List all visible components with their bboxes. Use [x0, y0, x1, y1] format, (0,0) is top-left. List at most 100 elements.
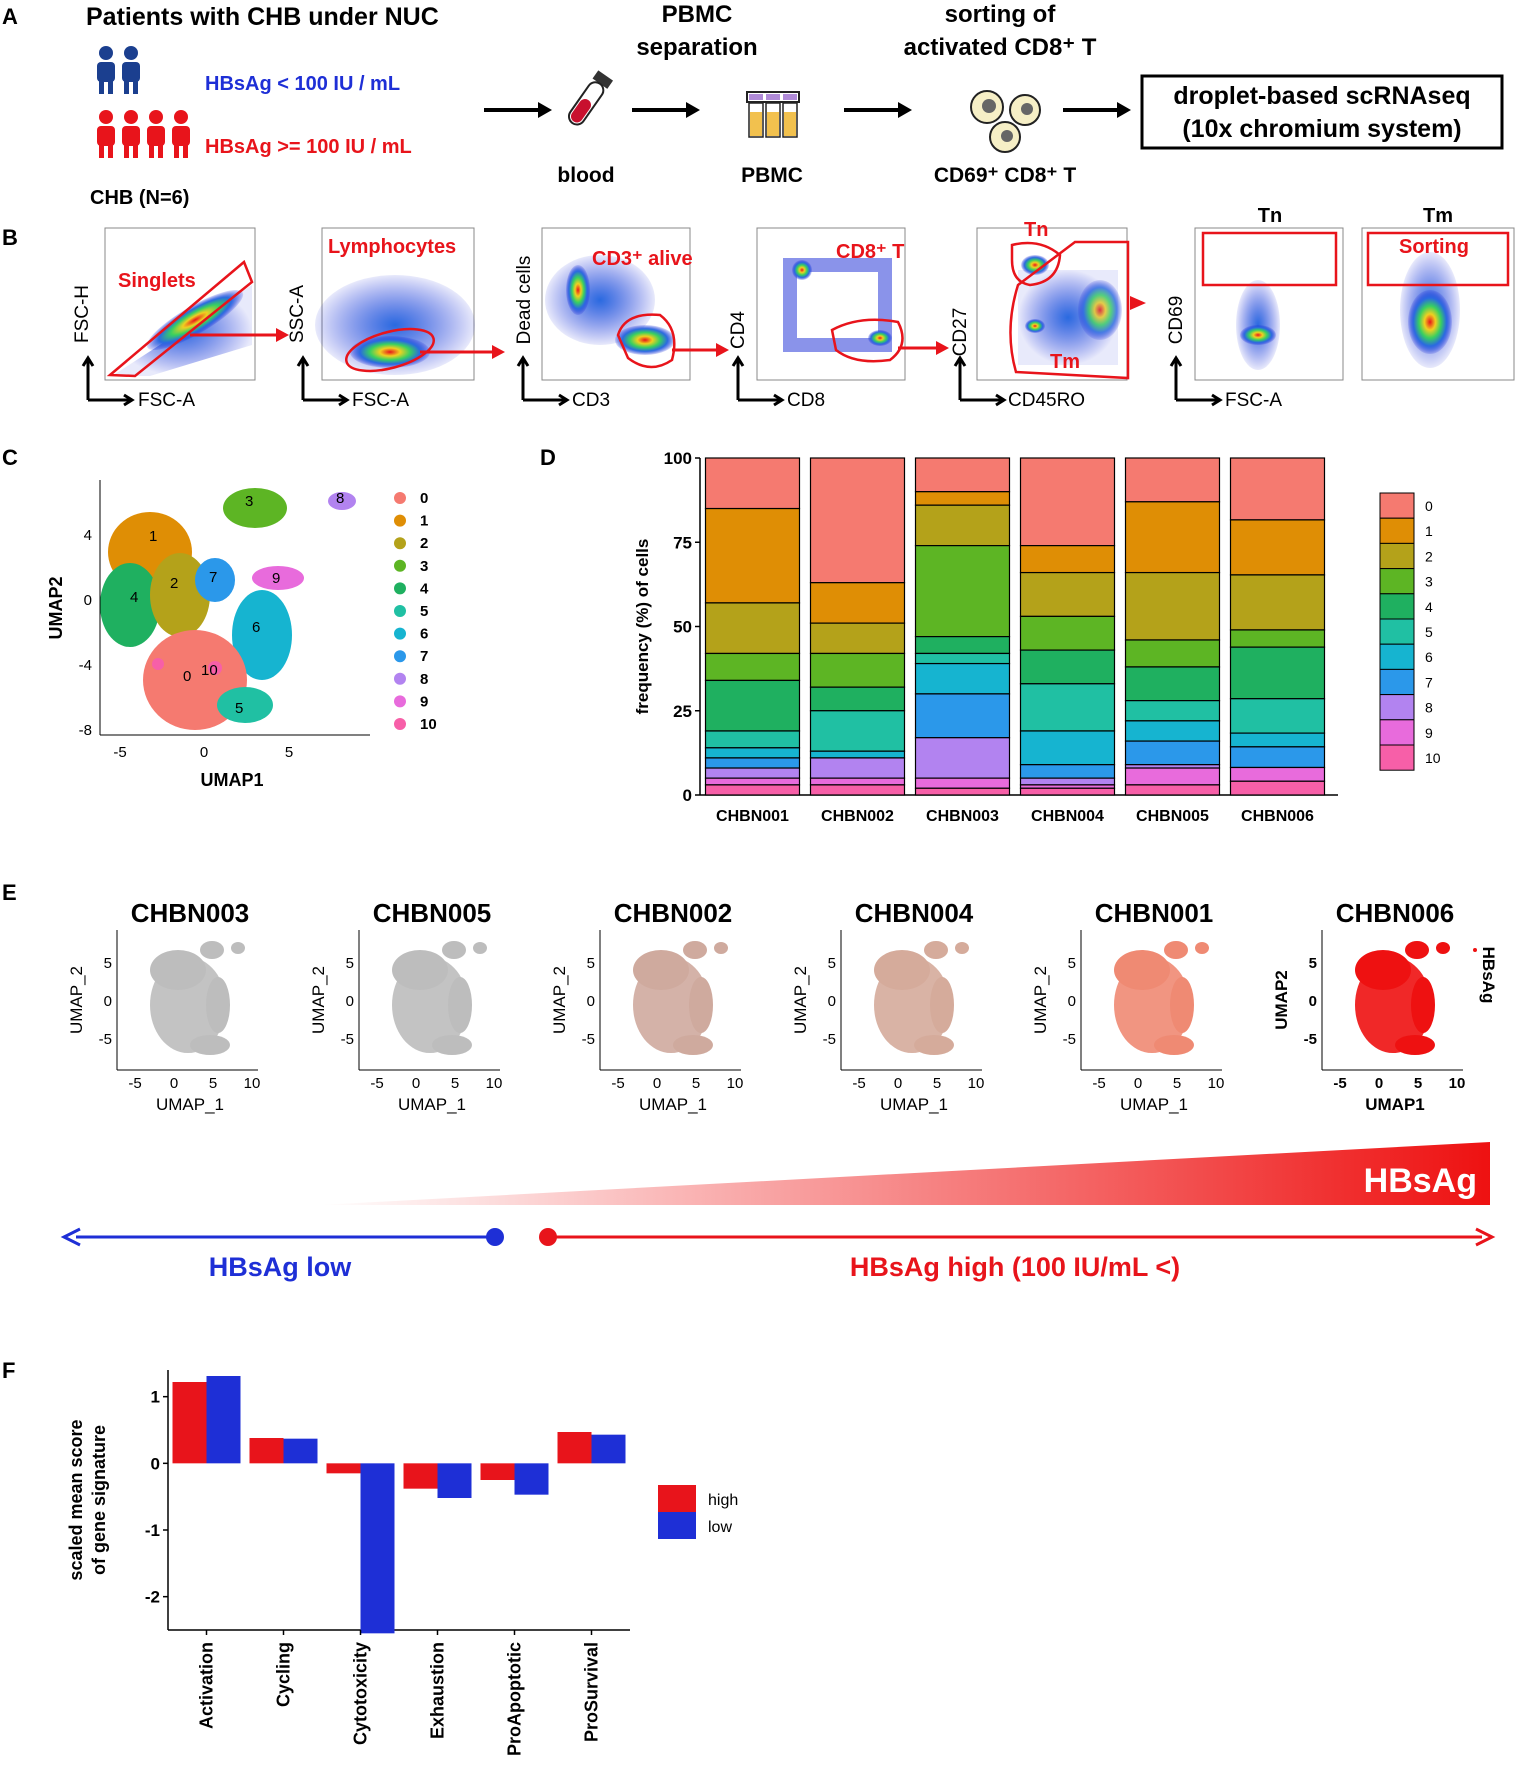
tm-title: Tm	[1423, 205, 1453, 227]
e-xtick-10: 10	[244, 1075, 261, 1092]
d-ytick-25: 25	[673, 702, 692, 721]
d-bar-CHBN004-8	[1019, 777, 1116, 786]
d-legend-label-9: 9	[1425, 725, 1433, 741]
e-ytick-5: 5	[828, 955, 836, 972]
panel-letter-b: B	[2, 225, 18, 250]
e-xtick-10: 10	[968, 1075, 985, 1092]
e-ytick-5: 5	[587, 955, 595, 972]
umap-legend-label-4: 4	[420, 580, 429, 597]
f-xtick-ProApoptotic: ProApoptotic	[505, 1642, 525, 1756]
d-legend-swatch-9	[1379, 719, 1415, 746]
high-label: HBsAg >= 100 IU / mL	[205, 136, 412, 158]
d-legend-label-6: 6	[1425, 649, 1433, 665]
panel-f: F 1 0 -1 -2 scaled mean score of gene signatu…	[2, 1358, 738, 1756]
e-blob-c5	[914, 1035, 954, 1055]
d-bar-CHBN004-7	[1019, 764, 1116, 779]
flow-plot-cd3: CD3⁺ alive	[541, 227, 729, 381]
e-blob-c5	[190, 1035, 230, 1055]
d-bar-CHBN001-5	[704, 730, 801, 749]
d-legend-label-3: 3	[1425, 574, 1433, 590]
d-bar-CHBN004-1	[1019, 545, 1116, 574]
blood-tube-icon	[567, 70, 614, 126]
d-bar-CHBN006-4	[1229, 646, 1326, 700]
e-blob-c8	[473, 942, 487, 954]
umap-legend-label-6: 6	[420, 626, 428, 643]
d-bar-CHBN005-3	[1124, 639, 1221, 668]
e-xlabel: UMAP_1	[156, 1095, 224, 1114]
d-bar-CHBN003-6	[914, 662, 1011, 695]
axis-6: CD69 FSC-A	[1166, 296, 1282, 411]
e-blob-top	[874, 950, 930, 990]
f-bar-Exhaustion-low	[437, 1463, 472, 1498]
f-bar-Cytotoxicity-high	[326, 1463, 361, 1474]
d-bar-CHBN002-0	[809, 457, 906, 584]
flow-plot-cd45ro: Tn Tm	[976, 219, 1146, 381]
d-bar-CHBN001-1	[704, 507, 801, 604]
d-bar-CHBN005-5	[1124, 700, 1221, 722]
f-xtick-ProSurvival: ProSurvival	[582, 1642, 602, 1742]
d-ytick-0: 0	[683, 786, 692, 805]
e-blob-c8	[1195, 942, 1209, 954]
d-legend-label-7: 7	[1425, 674, 1433, 690]
d-xtick-CHBN002: CHBN002	[821, 808, 894, 825]
scrnaseq-box	[1140, 74, 1504, 150]
d-bar-CHBN003-3	[914, 545, 1011, 638]
d-bar-CHBN002-3	[809, 652, 906, 688]
f-bar-Activation-high	[172, 1382, 207, 1464]
f-bar-Cycling-low	[283, 1438, 318, 1464]
e-xtick-5: 5	[209, 1075, 217, 1092]
e-xtick-5: 5	[1173, 1075, 1181, 1092]
high-arrow-head	[1475, 1227, 1496, 1247]
d-ytick-50: 50	[673, 618, 692, 637]
umap-label-9: 9	[272, 570, 280, 587]
e-xtick-0: 0	[653, 1075, 661, 1092]
d-bar-CHBN006-2	[1229, 574, 1326, 631]
d-legend-swatch-3	[1379, 568, 1415, 595]
gate-tn: Tn	[1024, 219, 1048, 241]
umap-legend-label-0: 0	[420, 490, 428, 507]
e-xtick--5: -5	[852, 1075, 865, 1092]
chb-label: CHB (N=6)	[90, 187, 189, 209]
f-ylabel-2: of gene signature	[89, 1425, 109, 1575]
d-legend-swatch-5	[1379, 618, 1415, 645]
umap-legend-label-3: 3	[420, 558, 428, 575]
umap-label-10: 10	[201, 662, 218, 679]
panel-letter-e: E	[2, 880, 17, 905]
d-bar-CHBN004-5	[1019, 683, 1116, 732]
e-title-CHBN004: CHBN004	[855, 898, 974, 928]
d-bar-CHBN006-9	[1229, 766, 1326, 782]
e-blob-top	[633, 950, 689, 990]
d-legend-label-5: 5	[1425, 624, 1433, 640]
e-xtick--5: -5	[1333, 1075, 1346, 1092]
umap-ytick-0: 0	[84, 592, 92, 609]
umap-legend-label-5: 5	[420, 603, 428, 620]
umap-label-5: 5	[235, 700, 243, 717]
e-blob-c8	[714, 942, 728, 954]
d-bar-CHBN002-8	[809, 757, 906, 779]
d-bar-CHBN002-9	[809, 777, 906, 786]
axis-1-x: FSC-A	[138, 390, 195, 411]
d-bar-CHBN005-10	[1124, 784, 1221, 796]
axis-3-x: CD3	[572, 390, 610, 411]
umap-clusters: 0 1 2 3 4 5 6 7 8 9 10	[100, 488, 356, 730]
umap-ytick-4: 4	[84, 527, 92, 544]
umap-label-2: 2	[170, 575, 178, 592]
e-ylabel: UMAP_2	[67, 966, 86, 1034]
umap-legend-label-10: 10	[420, 716, 437, 733]
e-umap-CHBN004: CHBN004 5 0 -5 -5 0 5 10 UMAP_1 UMAP_2	[791, 898, 984, 1114]
d-legend-label-0: 0	[1425, 498, 1433, 514]
f-ytick-0: 0	[151, 1454, 160, 1473]
d-bar-CHBN005-1	[1124, 501, 1221, 574]
e-xtick-10: 10	[486, 1075, 503, 1092]
d-bar-CHBN003-7	[914, 693, 1011, 739]
d-bar-CHBN003-10	[914, 787, 1011, 796]
e-xtick-0: 0	[894, 1075, 902, 1092]
d-bar-CHBN003-2	[914, 504, 1011, 547]
scrnaseq-line-1: droplet-based scRNAseq	[1173, 82, 1470, 110]
f-ytick--1: -1	[145, 1521, 160, 1540]
e-xtick-10: 10	[1449, 1075, 1466, 1092]
f-ytick--2: -2	[145, 1588, 160, 1607]
e-blob-c6	[689, 977, 713, 1033]
e-ylabel: UMAP2	[1272, 970, 1291, 1030]
e-side-label: HBsAg	[1479, 947, 1498, 1004]
